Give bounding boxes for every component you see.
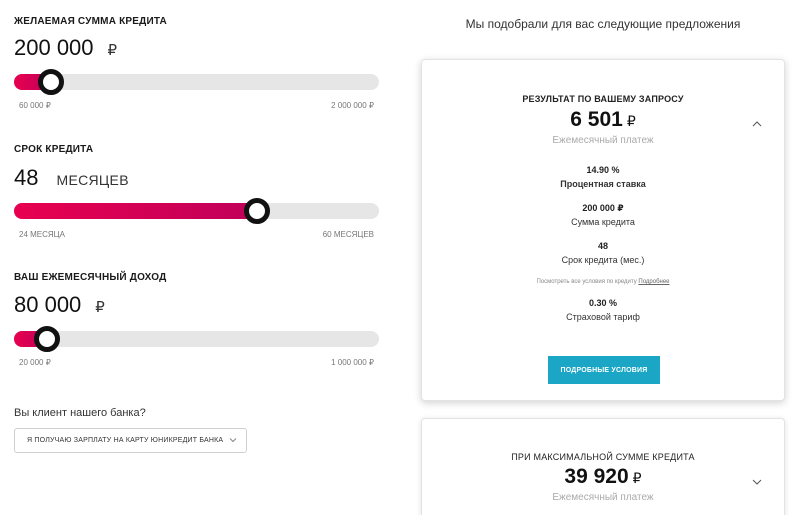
- amount-slider[interactable]: [14, 69, 379, 95]
- amount-value-row: 200 000 ₽: [14, 35, 117, 61]
- term-slider-fill: [14, 203, 258, 219]
- insurance-rate-value: 0.30 %: [588, 298, 618, 308]
- monthly-payment-currency: ₽: [626, 113, 636, 129]
- income-max-label: 1 000 000 ₽: [331, 358, 374, 367]
- loan-term-value: 48: [597, 241, 608, 251]
- offer-card-max-amount[interactable]: ПРИ МАКСИМАЛЬНОЙ СУММЕ КРЕДИТА 39 920 ₽ Е…: [421, 418, 785, 515]
- monthly-payment-value: 6 501: [570, 108, 623, 131]
- income-slider-track[interactable]: [14, 331, 379, 347]
- income-slider-handle[interactable]: [33, 326, 60, 352]
- term-unit: МЕСЯЦЕВ: [56, 172, 129, 188]
- chevron-down-icon[interactable]: [751, 478, 763, 486]
- income-slider[interactable]: [14, 326, 379, 352]
- chevron-up-icon[interactable]: [751, 120, 763, 128]
- offer-card-title: РЕЗУЛЬТАТ ПО ВАШЕМУ ЗАПРОСУ: [522, 94, 684, 104]
- offer-card-max-title: ПРИ МАКСИМАЛЬНОЙ СУММЕ КРЕДИТА: [511, 452, 695, 462]
- offers-heading: Мы подобрали для вас следующие предложен…: [465, 17, 741, 31]
- amount-value[interactable]: 200 000: [14, 35, 94, 60]
- conditions-note: Посмотреть все условия по кредиту Подроб…: [422, 279, 784, 285]
- interest-rate-label: Процентная ставка: [560, 179, 646, 189]
- amount-min-label: 60 000 ₽: [19, 101, 51, 110]
- max-payment-amount: 39 920 ₽: [422, 465, 784, 489]
- client-question: Вы клиент нашего банка?: [14, 407, 146, 419]
- offer-card-result: РЕЗУЛЬТАТ ПО ВАШЕМУ ЗАПРОСУ 6 501 ₽ Ежеме…: [421, 59, 785, 401]
- amount-unit: ₽: [107, 42, 118, 59]
- amount-max-label: 2 000 000 ₽: [331, 101, 374, 110]
- term-slider[interactable]: [14, 198, 379, 224]
- term-min-label: 24 МЕСЯЦА: [19, 230, 65, 239]
- income-unit: ₽: [95, 299, 105, 316]
- term-value-row: 48 МЕСЯЦЕВ: [14, 165, 129, 191]
- term-value[interactable]: 48: [14, 165, 39, 190]
- max-payment-value: 39 920: [564, 465, 629, 488]
- loan-sum-label: Сумма кредита: [571, 217, 635, 227]
- monthly-payment-amount: 6 501 ₽: [422, 108, 784, 132]
- conditions-details-link[interactable]: Подробнее: [638, 279, 670, 285]
- income-value-row: 80 000 ₽: [14, 292, 105, 318]
- max-payment-currency: ₽: [632, 470, 642, 486]
- amount-slider-handle[interactable]: [37, 69, 64, 95]
- amount-slider-track[interactable]: [14, 74, 379, 90]
- term-max-label: 60 МЕСЯЦЕВ: [322, 230, 374, 239]
- income-value[interactable]: 80 000: [14, 292, 82, 317]
- income-min-label: 20 000 ₽: [19, 358, 51, 367]
- insurance-rate-label: Страховой тариф: [566, 312, 640, 322]
- client-status-selected: Я ПОЛУЧАЮ ЗАРПЛАТУ НА КАРТУ ЮНИКРЕДИТ БА…: [27, 437, 224, 444]
- detailed-conditions-button[interactable]: ПОДРОБНЫЕ УСЛОВИЯ: [548, 356, 660, 384]
- client-status-select[interactable]: Я ПОЛУЧАЮ ЗАРПЛАТУ НА КАРТУ ЮНИКРЕДИТ БА…: [14, 428, 247, 453]
- loan-sum-value: 200 000 ₽: [582, 203, 624, 213]
- monthly-payment-label: Ежемесячный платеж: [552, 135, 654, 146]
- income-title: ВАШ ЕЖЕМЕСЯЧНЫЙ ДОХОД: [14, 272, 167, 283]
- term-slider-handle[interactable]: [244, 198, 271, 224]
- interest-rate-value: 14.90 %: [586, 165, 620, 175]
- chevron-down-icon[interactable]: [228, 435, 238, 445]
- max-payment-label: Ежемесячный платеж: [552, 492, 654, 503]
- loan-term-label: Срок кредита (мес.): [561, 255, 645, 265]
- term-title: СРОК КРЕДИТА: [14, 144, 94, 155]
- conditions-note-text: Посмотреть все условия по кредиту: [536, 279, 637, 285]
- amount-title: ЖЕЛАЕМАЯ СУММА КРЕДИТА: [14, 16, 167, 27]
